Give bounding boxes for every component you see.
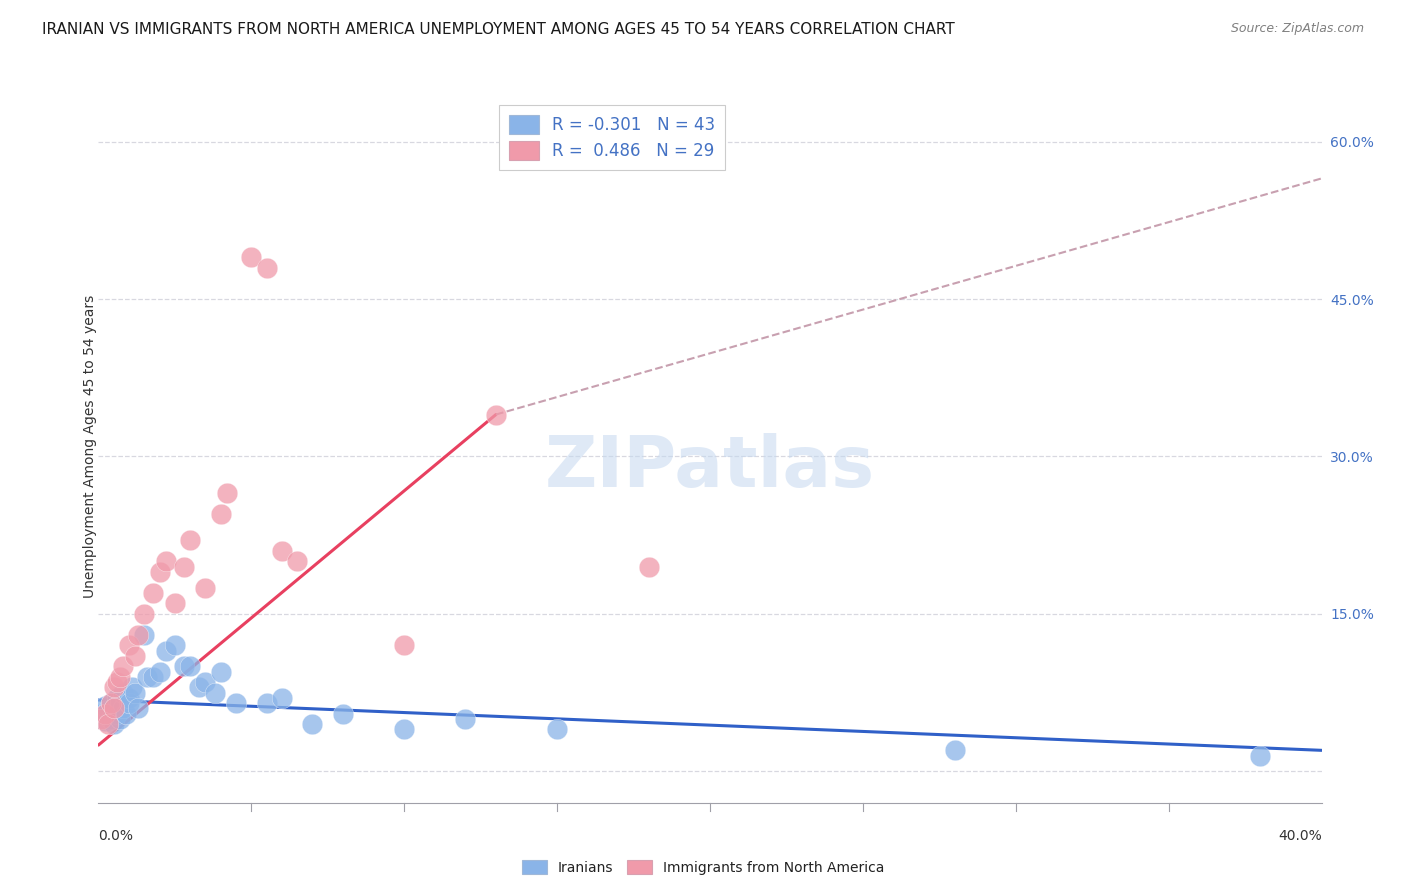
Legend: Iranians, Immigrants from North America: Iranians, Immigrants from North America [516,855,890,880]
Point [134,628,156,642]
Point [225,696,247,710]
Point [127,628,149,642]
Point [163,639,186,653]
Point [173,659,195,673]
Point [103,701,125,715]
Point [105,706,128,721]
Point [127,701,149,715]
Point [943,743,966,757]
Text: ZIPatlas: ZIPatlas [546,433,875,502]
Point [188,681,211,695]
Point [121,681,143,695]
Point [100,712,122,726]
Point [173,559,195,574]
Point [209,665,232,679]
Point [485,408,508,422]
Point [118,690,141,705]
Point [163,596,186,610]
Point [301,717,323,731]
Point [105,690,128,705]
Point [1249,748,1271,763]
Point [100,696,122,710]
Point [90,712,112,726]
Point [93,699,115,714]
Point [209,507,232,521]
Point [90,706,112,721]
Point [142,586,165,600]
Point [105,675,128,690]
Point [637,559,661,574]
Point [155,554,177,568]
Point [332,706,354,721]
Point [142,670,165,684]
Point [93,714,115,728]
Point [134,607,156,621]
Point [124,685,146,699]
Point [179,533,201,548]
Text: 40.0%: 40.0% [1278,829,1322,843]
Text: 0.0%: 0.0% [98,829,134,843]
Point [97,717,120,731]
Point [103,681,125,695]
Point [215,486,238,500]
Point [100,696,122,710]
Point [118,696,141,710]
Point [136,670,159,684]
Point [270,690,292,705]
Point [285,554,308,568]
Y-axis label: Unemployment Among Ages 45 to 54 years: Unemployment Among Ages 45 to 54 years [83,294,97,598]
Point [111,701,134,715]
Point [392,639,416,653]
Text: IRANIAN VS IMMIGRANTS FROM NORTH AMERICA UNEMPLOYMENT AMONG AGES 45 TO 54 YEARS : IRANIAN VS IMMIGRANTS FROM NORTH AMERICA… [42,22,955,37]
Point [256,260,278,275]
Point [111,659,134,673]
Legend: R = -0.301   N = 43, R =  0.486   N = 29: R = -0.301 N = 43, R = 0.486 N = 29 [499,104,725,169]
Point [155,643,177,657]
Point [97,703,120,717]
Point [392,723,416,737]
Point [256,696,278,710]
Point [194,675,217,690]
Point [240,250,263,264]
Point [108,696,131,710]
Point [454,712,477,726]
Point [93,706,115,721]
Point [108,712,131,726]
Point [115,706,138,721]
Point [270,544,292,558]
Point [108,670,131,684]
Point [204,685,226,699]
Text: Source: ZipAtlas.com: Source: ZipAtlas.com [1230,22,1364,36]
Point [194,581,217,595]
Point [103,701,125,715]
Point [149,665,172,679]
Point [149,565,172,579]
Point [118,639,141,653]
Point [111,685,134,699]
Point [124,648,146,663]
Point [546,723,568,737]
Point [103,717,125,731]
Point [179,659,201,673]
Point [97,710,120,724]
